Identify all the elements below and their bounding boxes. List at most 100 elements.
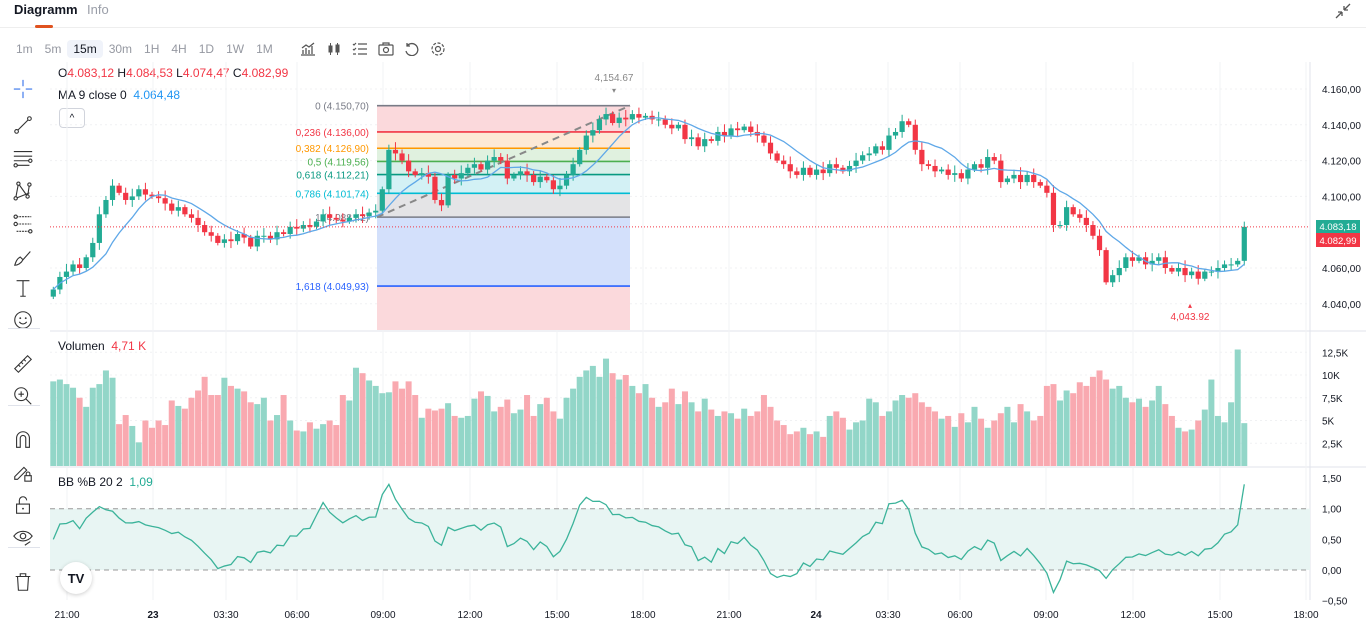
candle-body: [1241, 226, 1247, 261]
candle-body: [1215, 268, 1221, 272]
settings-icon[interactable]: [429, 40, 447, 58]
interval-5m[interactable]: 5m: [44, 42, 62, 56]
tradingview-logo[interactable]: TV: [60, 562, 92, 594]
volume-bar: [675, 404, 682, 466]
candle-body: [939, 169, 945, 172]
candle-body: [1064, 207, 1070, 226]
trendline-icon[interactable]: [11, 113, 35, 137]
fib-zone: [377, 161, 630, 175]
fib-zone: [377, 105, 630, 132]
interval-1h[interactable]: 1H: [144, 42, 160, 56]
candle-type-icon[interactable]: [325, 40, 343, 58]
brush-icon[interactable]: [11, 245, 35, 269]
volume-bar: [576, 376, 583, 466]
interval-15m[interactable]: 15m: [67, 40, 103, 58]
volume-bar: [135, 442, 142, 466]
volume-bar: [872, 402, 879, 466]
volume-bar: [83, 406, 90, 466]
candle-body: [1004, 178, 1010, 183]
volume-bar: [649, 397, 656, 466]
crosshair-icon[interactable]: [11, 77, 35, 101]
candle-body: [432, 176, 438, 200]
interval-1m[interactable]: 1m: [16, 42, 33, 56]
bb-legend[interactable]: BB %B 20 2 1,09: [58, 475, 153, 489]
fib-trend-line: [376, 104, 631, 219]
volume-bar: [813, 431, 820, 466]
volume-bar: [1149, 400, 1156, 466]
candle-body: [807, 167, 813, 175]
volume-bar: [635, 393, 642, 466]
volume-bar: [1057, 400, 1064, 466]
volume-bar: [418, 417, 425, 466]
volume-bar: [1129, 402, 1136, 466]
undo-icon[interactable]: [403, 40, 421, 58]
candle-body: [116, 185, 122, 193]
time-tick-label: 12:00: [1120, 610, 1145, 621]
eye-icon[interactable]: [11, 525, 35, 549]
volume-bar: [208, 395, 215, 466]
volume-bar: [181, 408, 188, 466]
candle-body: [1017, 174, 1024, 183]
text-icon[interactable]: [11, 276, 35, 300]
candle-body: [906, 121, 912, 125]
candle-body: [886, 135, 892, 150]
volume-bar: [491, 411, 498, 466]
fib-icon[interactable]: [11, 212, 35, 236]
collapse-icon[interactable]: [1334, 2, 1352, 24]
volume-bar: [517, 409, 524, 466]
volume-bar: [905, 397, 912, 466]
volume-bar: [1070, 393, 1077, 466]
time-tick-label: 21:00: [716, 610, 741, 621]
candle-body: [840, 167, 846, 172]
horizontal-lines-icon[interactable]: [11, 146, 35, 170]
volume-bar: [50, 381, 57, 466]
candle-body: [873, 146, 879, 154]
collapse-legend-button[interactable]: ^: [59, 108, 85, 128]
candle-body: [860, 155, 866, 161]
indicators-icon[interactable]: [299, 40, 317, 58]
watchlist-icon[interactable]: [351, 40, 369, 58]
lock-drawing-icon[interactable]: [11, 460, 35, 484]
candle-body: [465, 167, 471, 174]
interval-1d[interactable]: 1D: [198, 42, 215, 56]
price-tick-label: 4.040,00: [1322, 300, 1361, 311]
volume-bar: [142, 420, 149, 466]
volume-bar: [458, 417, 465, 466]
volume-bar: [149, 427, 155, 466]
interval-1w[interactable]: 1W: [226, 42, 245, 56]
candle-body: [557, 185, 563, 190]
volume-bar: [879, 415, 886, 466]
candle-body: [445, 174, 451, 206]
pattern-icon[interactable]: [11, 179, 35, 203]
candle-body: [688, 137, 695, 140]
candle-body: [965, 169, 971, 179]
volume-bar: [570, 388, 577, 466]
tab-diagramm[interactable]: Diagramm: [14, 2, 78, 17]
volume-bar: [885, 411, 892, 466]
interval-4h[interactable]: 4H: [171, 42, 187, 56]
ma-legend[interactable]: MA 9 close 0 4.064,48: [58, 88, 180, 102]
screenshot-icon[interactable]: [377, 40, 395, 58]
volume-legend[interactable]: Volumen 4,71 K: [58, 339, 146, 353]
volume-bar: [787, 434, 794, 466]
candle-body: [399, 153, 405, 161]
candle-body: [794, 171, 800, 175]
magnet-icon[interactable]: [11, 428, 35, 452]
interval-30m[interactable]: 30m: [108, 42, 133, 56]
volume-bar: [300, 431, 307, 466]
candle-body: [925, 164, 932, 166]
interval-1mo[interactable]: 1M: [256, 42, 273, 56]
zoom-in-icon[interactable]: [11, 384, 35, 408]
trash-icon[interactable]: [11, 570, 35, 594]
unlock-icon[interactable]: [11, 493, 35, 517]
candle-body: [340, 219, 346, 222]
price-tick-label: 4.160,00: [1322, 85, 1361, 96]
ruler-icon[interactable]: [11, 352, 35, 376]
time-tick-label: 06:00: [284, 610, 309, 621]
toolbar-divider: [8, 405, 40, 406]
candle-body: [985, 157, 991, 168]
tab-info[interactable]: Info: [87, 2, 109, 17]
bb-value: 1,09: [129, 475, 153, 489]
volume-bar: [892, 400, 899, 466]
